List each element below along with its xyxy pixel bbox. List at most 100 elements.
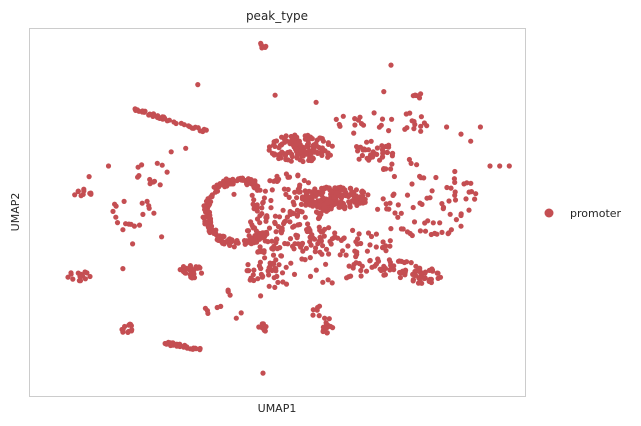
scatter-point-164 [338, 201, 344, 207]
scatter-point-881 [261, 249, 267, 255]
scatter-point-747 [410, 204, 416, 211]
scatter-point-1000 [197, 265, 203, 271]
scatter-point-1081 [122, 323, 128, 330]
scatter-point-887 [262, 255, 268, 261]
scatter-point-1211 [183, 145, 189, 151]
scatter-point-719 [452, 197, 459, 203]
scatter-point-517 [301, 177, 307, 184]
scatter-point-467 [223, 176, 229, 182]
scatter-point-438 [238, 177, 244, 183]
scatter-point-717 [439, 229, 445, 235]
scatter-point-498 [295, 173, 301, 179]
scatter-point-844 [373, 244, 379, 250]
scatter-point-616 [287, 236, 294, 242]
scatter-point-584 [285, 241, 291, 247]
scatter-point-169 [354, 195, 360, 201]
scatter-point-525 [315, 215, 322, 222]
scatter-point-1177 [294, 233, 301, 239]
scatter-point-273 [305, 132, 311, 138]
scatter-point-885 [257, 259, 263, 265]
scatter-point-145 [365, 192, 371, 198]
scatter-point-156 [347, 201, 353, 207]
scatter-point-496 [272, 213, 278, 219]
scatter-point-285 [278, 142, 285, 148]
scatter-point-255 [271, 139, 277, 145]
scatter-point-729 [375, 206, 381, 212]
scatter-point-1139 [407, 110, 413, 116]
scatter-point-1099 [322, 315, 328, 321]
scatter-point-77 [353, 187, 359, 193]
scatter-point-1204 [120, 227, 126, 233]
scatter-point-1106 [310, 307, 316, 313]
scatter-point-1189 [313, 99, 319, 105]
scatter-point-774 [401, 259, 407, 266]
scatter-point-972 [135, 174, 141, 180]
scatter-point-1182 [327, 238, 333, 245]
scatter-point-953 [154, 114, 160, 120]
scatter-point-854 [352, 248, 358, 254]
scatter-point-863 [270, 252, 277, 258]
scatter-point-731 [406, 156, 412, 163]
scatter-point-734 [411, 219, 418, 225]
scatter-point-880 [244, 268, 250, 274]
scatter-point-423 [231, 244, 237, 250]
scatter-point-848 [341, 235, 347, 241]
scatter-point-289 [285, 157, 291, 163]
scatter-point-1023 [81, 186, 87, 192]
scatter-point-585 [280, 207, 286, 213]
scatter-point-896 [307, 273, 314, 279]
scatter-point-538 [326, 225, 332, 231]
scatter-point-997 [187, 272, 193, 278]
scatter-point-265 [309, 136, 315, 142]
scatter-point-280 [305, 137, 311, 143]
scatter-point-522 [254, 187, 260, 193]
x-axis-label: UMAP1 [258, 402, 297, 415]
scatter-point-254 [271, 152, 277, 158]
scatter-point-653 [368, 138, 374, 144]
scatter-point-284 [281, 150, 287, 157]
scatter-point-741 [381, 166, 387, 172]
scatter-point-914 [340, 248, 346, 254]
scatter-point-1216 [231, 191, 237, 197]
scatter-point-1201 [506, 163, 512, 169]
scatter-point-536 [262, 188, 268, 194]
scatter-point-737 [408, 160, 414, 166]
scatter-point-821 [427, 276, 433, 282]
scatter-point-644 [273, 177, 279, 183]
scatter-point-845 [387, 243, 393, 249]
scatter-point-736 [433, 174, 439, 181]
scatter-point-568 [299, 196, 305, 202]
scatter-point-675 [354, 144, 360, 150]
scatter-point-1003 [82, 276, 88, 282]
scatter-point-815 [410, 271, 416, 277]
scatter-point-1019 [72, 192, 78, 198]
scatter-point-1194 [477, 124, 483, 130]
scatter-point-443 [216, 184, 222, 190]
scatter-point-1025 [88, 191, 94, 197]
scatter-point-514 [308, 194, 314, 200]
scatter-point-639 [295, 186, 301, 192]
scatter-point-1123 [337, 123, 343, 129]
scatter-point-1116 [263, 43, 269, 50]
scatter-point-380 [201, 216, 207, 222]
scatter-point-657 [364, 139, 370, 145]
scatter-point-744 [430, 220, 436, 226]
scatter-point-452 [227, 242, 233, 248]
scatter-point-813 [437, 274, 444, 280]
scatter-point-1084 [259, 321, 265, 327]
scatter-point-816 [435, 270, 441, 276]
scatter-point-126 [319, 185, 325, 191]
scatter-point-1188 [272, 92, 278, 98]
scatter-point-1005 [87, 273, 93, 280]
scatter-point-970 [157, 182, 163, 188]
scatter-point-1118 [351, 130, 357, 136]
scatter-point-459 [221, 241, 227, 247]
scatter-point-706 [419, 201, 425, 207]
scatter-point-792 [381, 267, 387, 273]
scatter-point-692 [391, 173, 397, 180]
y-axis-label: UMAP2 [9, 193, 22, 232]
legend-marker-promoter [544, 208, 554, 218]
scatter-point-1200 [458, 223, 464, 229]
scatter-point-592 [250, 224, 256, 230]
scatter-point-124 [338, 184, 344, 190]
